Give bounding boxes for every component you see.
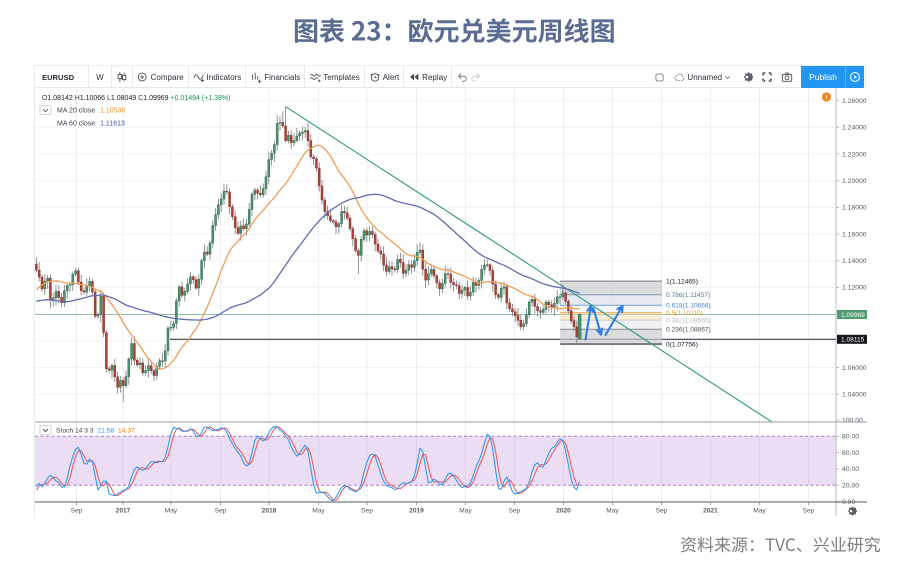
svg-text:60.00: 60.00 bbox=[842, 450, 859, 457]
svg-text:May: May bbox=[753, 508, 766, 515]
svg-text:MA 60 close 1.11613: MA 60 close 1.11613 bbox=[57, 121, 125, 128]
svg-text:Sep: Sep bbox=[656, 508, 668, 515]
svg-text:0.618(1.10666): 0.618(1.10666) bbox=[666, 302, 711, 309]
svg-text:Sep: Sep bbox=[71, 508, 83, 515]
svg-text:Sep: Sep bbox=[803, 508, 815, 515]
svg-text:MA 20 close 1.10530: MA 20 close 1.10530 bbox=[57, 108, 125, 115]
svg-text:0.5(1.10110): 0.5(1.10110) bbox=[666, 310, 703, 317]
svg-text:1.12000: 1.12000 bbox=[842, 285, 867, 292]
svg-text:May: May bbox=[459, 508, 472, 515]
svg-text:40.00: 40.00 bbox=[842, 466, 859, 473]
svg-text:1.04000: 1.04000 bbox=[842, 392, 867, 399]
svg-text:20.00: 20.00 bbox=[842, 483, 859, 490]
svg-text:0(1.07756): 0(1.07756) bbox=[666, 341, 698, 348]
svg-text:2021: 2021 bbox=[703, 508, 718, 515]
svg-text:May: May bbox=[312, 508, 325, 515]
svg-text:1.08115: 1.08115 bbox=[841, 337, 865, 344]
svg-text:2018: 2018 bbox=[262, 508, 277, 515]
svg-text:1.22000: 1.22000 bbox=[842, 151, 867, 158]
svg-text:1.24000: 1.24000 bbox=[842, 125, 867, 132]
svg-text:May: May bbox=[606, 508, 619, 515]
svg-text:1.20000: 1.20000 bbox=[842, 178, 867, 185]
svg-text:1.14000: 1.14000 bbox=[842, 258, 867, 265]
svg-text:!: ! bbox=[825, 94, 827, 101]
svg-text:1.26000: 1.26000 bbox=[842, 98, 867, 105]
svg-text:1.09969: 1.09969 bbox=[841, 312, 865, 319]
svg-text:100.00: 100.00 bbox=[842, 417, 863, 424]
svg-text:May: May bbox=[165, 508, 178, 515]
svg-text:O1.08142 H1.10066 L1.08049: O1.08142 H1.10066 L1.08049 C1.09969 +0.0… bbox=[42, 95, 230, 102]
svg-text:2017: 2017 bbox=[116, 508, 131, 515]
svg-text:1(1.12465): 1(1.12465) bbox=[666, 278, 698, 285]
svg-text:Sep: Sep bbox=[215, 508, 227, 515]
svg-text:80.00: 80.00 bbox=[842, 434, 859, 441]
svg-text:0.236(1.08867): 0.236(1.08867) bbox=[666, 326, 711, 333]
svg-text:2019: 2019 bbox=[409, 508, 424, 515]
svg-text:Sep: Sep bbox=[509, 508, 521, 515]
svg-text:1.18000: 1.18000 bbox=[842, 205, 867, 212]
svg-text:Sep: Sep bbox=[361, 508, 373, 515]
svg-text:1.06000: 1.06000 bbox=[842, 365, 867, 372]
svg-text:1.16000: 1.16000 bbox=[842, 231, 867, 238]
svg-text:2020: 2020 bbox=[556, 508, 571, 515]
svg-text:Stoch 14 3 3 21.58 14.37: Stoch 14 3 3 21.58 14.37 bbox=[56, 428, 135, 435]
svg-text:0.786(1.11457): 0.786(1.11457) bbox=[666, 292, 710, 299]
svg-text:0.382(1.09555): 0.382(1.09555) bbox=[666, 317, 711, 324]
